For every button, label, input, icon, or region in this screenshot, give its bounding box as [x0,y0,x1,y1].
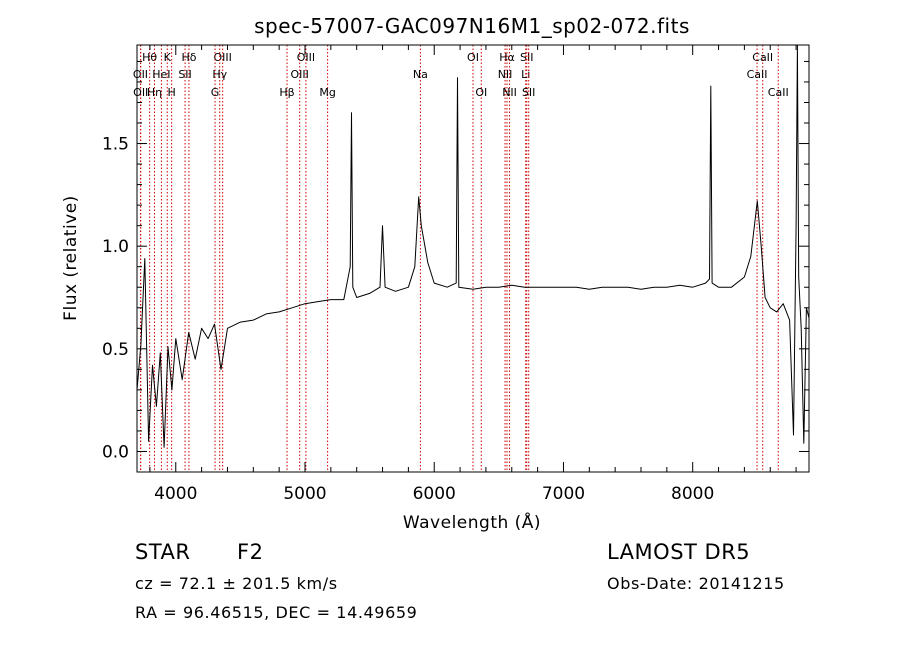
line-marker-label-0: Hθ [142,51,157,64]
x-tick-label-4: 8000 [671,484,714,504]
line-marker-label-5: K [164,51,172,64]
x-tick-label-3: 7000 [542,484,585,504]
line-marker-label-13: OIII [297,51,315,64]
line-marker-label-26: CaII [747,68,768,81]
line-marker-label-9: OIII [213,51,231,64]
line-marker-label-23: Li [521,68,530,81]
line-marker-label-20: NII [498,68,513,81]
line-marker-label-14: OIII [291,68,309,81]
x-axis: 4000 5000 6000 7000 8000 [149,45,797,504]
x-tick-label-2: 6000 [413,484,456,504]
coordinates: RA = 96.46515, DEC = 14.49659 [135,603,418,622]
y-tick-label-2: 1.0 [102,237,129,257]
line-marker-label-8: SII [178,68,191,81]
line-marker-label-15: Mg [319,86,335,99]
spectrum-series [136,44,810,448]
x-tick-label-0: 4000 [154,484,197,504]
x-axis-label: Wavelength (Å) [403,511,541,533]
plot-frame [136,44,810,473]
object-subclass: F2 [237,540,264,564]
line-marker-label-21: NII [502,86,517,99]
line-marker-label-7: Hδ [181,51,196,64]
object-class: STAR [135,540,191,564]
y-axis: 0.0 0.5 1.0 1.5 [102,60,809,462]
y-tick-label-3: 1.5 [102,135,129,155]
survey-name: LAMOST DR5 [607,540,751,564]
y-tick-label-1: 0.5 [102,340,129,360]
chart-title: spec-57007-GAC097N16M1_sp02-072.fits [254,14,690,38]
line-marker-label-10: Hγ [212,68,227,81]
line-marker-label-22: SII [520,51,533,64]
x-tick-label-1: 5000 [283,484,326,504]
line-marker-label-11: G [211,86,220,99]
line-marker-label-24: SII [522,86,535,99]
line-marker-label-3: Hη [147,86,162,99]
line-marker-label-12: Hβ [279,86,294,99]
spectrum-layer [136,44,810,448]
line-marker-label-19: Hα [499,51,515,64]
line-marker-label-16: Na [413,68,428,81]
observation-date: Obs-Date: 20141215 [607,574,785,593]
line-marker-label-27: CaII [768,86,789,99]
line-marker-label-25: CaII [752,51,773,64]
redshift-velocity: cz = 72.1 ± 201.5 km/s [135,574,338,593]
y-axis-label: Flux (relative) [61,195,81,321]
line-marker-label-6: H [167,86,175,99]
y-tick-label-0: 0.0 [102,442,129,462]
line-marker-label-17: OI [467,51,479,64]
line-marker-label-18: OI [475,86,487,99]
line-marker-label-4: HeI [152,68,170,81]
